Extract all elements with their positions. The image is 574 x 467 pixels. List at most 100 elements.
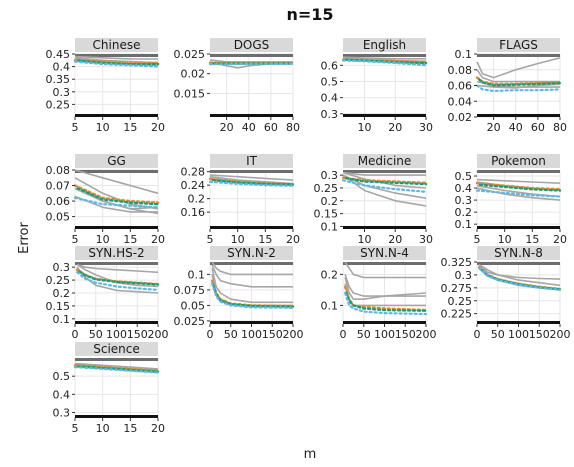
y-tick-label: 0.225 <box>441 308 473 321</box>
x-tick-label: 10 <box>358 233 372 246</box>
facet-strip-label: SYN.HS-2 <box>88 246 144 260</box>
facet-panel-pokemon: Pokemon 5 10 15 20 0.10.20.30.40.5 <box>455 154 567 246</box>
blue-dotted-series-line <box>75 271 160 291</box>
facet-strip <box>75 246 158 260</box>
x-tick-label: 80 <box>553 121 567 134</box>
y-tick-label: 0.25 <box>46 98 71 111</box>
green-dotted-series-line <box>73 185 160 206</box>
facet-strip <box>343 38 426 52</box>
gray-series-line <box>342 171 426 176</box>
x-tick-label: 15 <box>123 233 137 246</box>
facet-strip <box>75 38 158 52</box>
y-tick-label: 0.05 <box>46 211 71 224</box>
y-tick-label: 0.5 <box>53 370 71 383</box>
gray-series-line <box>344 277 426 301</box>
y-tick-label: 0.3 <box>455 269 473 282</box>
facet-strip <box>343 154 426 168</box>
y-tick-label: 0.16 <box>181 206 206 219</box>
green-dotted-series-line <box>475 76 562 87</box>
y-tick-label: 0.2 <box>53 287 71 300</box>
facet-strip-label: IT <box>246 154 258 168</box>
x-tick-label: 100 <box>508 328 529 341</box>
x-tick-label: 20 <box>220 121 234 134</box>
x-tick-label: 100 <box>106 328 127 341</box>
x-tick-label: 5 <box>207 233 214 246</box>
blue-dotted-series-line <box>341 59 428 67</box>
x-axis-label: m <box>304 447 317 462</box>
x-tick-label: 100 <box>241 328 262 341</box>
y-tick-label: 0.06 <box>46 195 71 208</box>
x-tick-label: 5 <box>474 233 481 246</box>
facet-panel-science: Science 5 10 15 20 0.3 0.4 0.5 <box>53 342 165 435</box>
y-tick-label: 0.3 <box>53 407 71 420</box>
facet-strip <box>210 246 293 260</box>
facet-panel-english: English 10 20 30 0.3 0.4 0.5 0.6 <box>321 38 433 134</box>
x-tick-label: 5 <box>72 233 79 246</box>
facet-strip <box>210 38 293 52</box>
x-tick-label: 40 <box>509 121 523 134</box>
facet-panel-syn-hs-2: SYN.HS-2 0 50 100 150 200 0.10.150.20.250.3 <box>46 246 169 341</box>
x-tick-label: 30 <box>419 233 433 246</box>
y-tick-label: 0.07 <box>46 180 71 193</box>
x-tick-label: 80 <box>286 121 300 134</box>
green-dotted-series-line <box>208 178 295 186</box>
chart-title: n=15 <box>286 5 333 24</box>
gray-series-line <box>209 175 294 185</box>
y-axis-label: Error <box>17 222 32 254</box>
x-tick-label: 60 <box>264 121 278 134</box>
x-tick-label: 200 <box>148 328 169 341</box>
x-tick-label: 0 <box>474 328 481 341</box>
facet-panel-gg: GG 5 10 15 20 0.05 0.06 0.07 0.08 <box>46 154 165 246</box>
y-tick-label: 0.4 <box>321 92 339 105</box>
y-tick-label: 0.6 <box>321 59 339 72</box>
gray-series-line <box>76 263 159 288</box>
gray-series-line <box>478 264 561 287</box>
y-tick-label: 0.08 <box>448 64 473 77</box>
x-tick-label: 20 <box>286 233 300 246</box>
x-tick-label: 150 <box>127 328 148 341</box>
y-tick-label: 0.2 <box>455 206 473 219</box>
x-tick-label: 10 <box>231 233 245 246</box>
gray-series-line <box>74 362 159 370</box>
blue-dotted-series-line <box>73 60 160 68</box>
x-tick-label: 0 <box>207 328 214 341</box>
gray-series-line <box>342 56 426 60</box>
blue-dotted-series-line <box>475 189 562 198</box>
facet-strip-label: Medicine <box>358 154 412 168</box>
x-tick-label: 50 <box>89 328 103 341</box>
blue-dotted-series-line <box>208 180 295 187</box>
facet-panel-syn-n-2: SYN.N-2 0 50 100 150 200 0.025 0.05 0.075 0.1 <box>174 246 304 341</box>
gray-series-line <box>476 187 561 201</box>
facet-panel-syn-n-8: SYN.N-8 0 50 100 150 200 0.2250.250.2750.30.32… <box>441 246 571 341</box>
facet-strip <box>75 342 158 356</box>
y-tick-label: 0.15 <box>46 300 71 313</box>
orange-dotted-series-line <box>73 184 160 204</box>
x-tick-label: 0 <box>340 328 347 341</box>
y-tick-label: 0.015 <box>174 87 206 100</box>
facet-strip <box>477 154 560 168</box>
blue-dotted-series-line <box>73 366 160 374</box>
x-tick-label: 20 <box>553 233 567 246</box>
gray-series-line <box>76 263 159 274</box>
x-tick-label: 20 <box>151 233 165 246</box>
facet-strip <box>75 154 158 168</box>
x-tick-label: 150 <box>395 328 416 341</box>
facet-strip-label: FLAGS <box>499 38 538 52</box>
y-tick-label: 0.15 <box>314 208 339 221</box>
gray-series-line <box>342 174 427 199</box>
x-tick-label: 15 <box>123 422 137 435</box>
x-tick-label: 150 <box>529 328 550 341</box>
facet-strip <box>343 246 426 260</box>
y-tick-label: 0.2 <box>321 268 339 281</box>
facet-panel-syn-n-4: SYN.N-4 0 50 100 150 200 0.1 0.2 <box>321 246 437 341</box>
blue-dotted-series-line <box>344 291 428 316</box>
x-tick-label: 15 <box>525 233 539 246</box>
facet-strip-label: SYN.N-2 <box>227 246 276 260</box>
y-tick-label: 0.5 <box>455 170 473 183</box>
y-tick-label: 0.1 <box>321 220 339 233</box>
gray-series-line <box>209 174 294 181</box>
green-dotted-series-line <box>475 183 562 192</box>
x-tick-label: 60 <box>531 121 545 134</box>
green-dotted-series-line <box>73 365 160 373</box>
